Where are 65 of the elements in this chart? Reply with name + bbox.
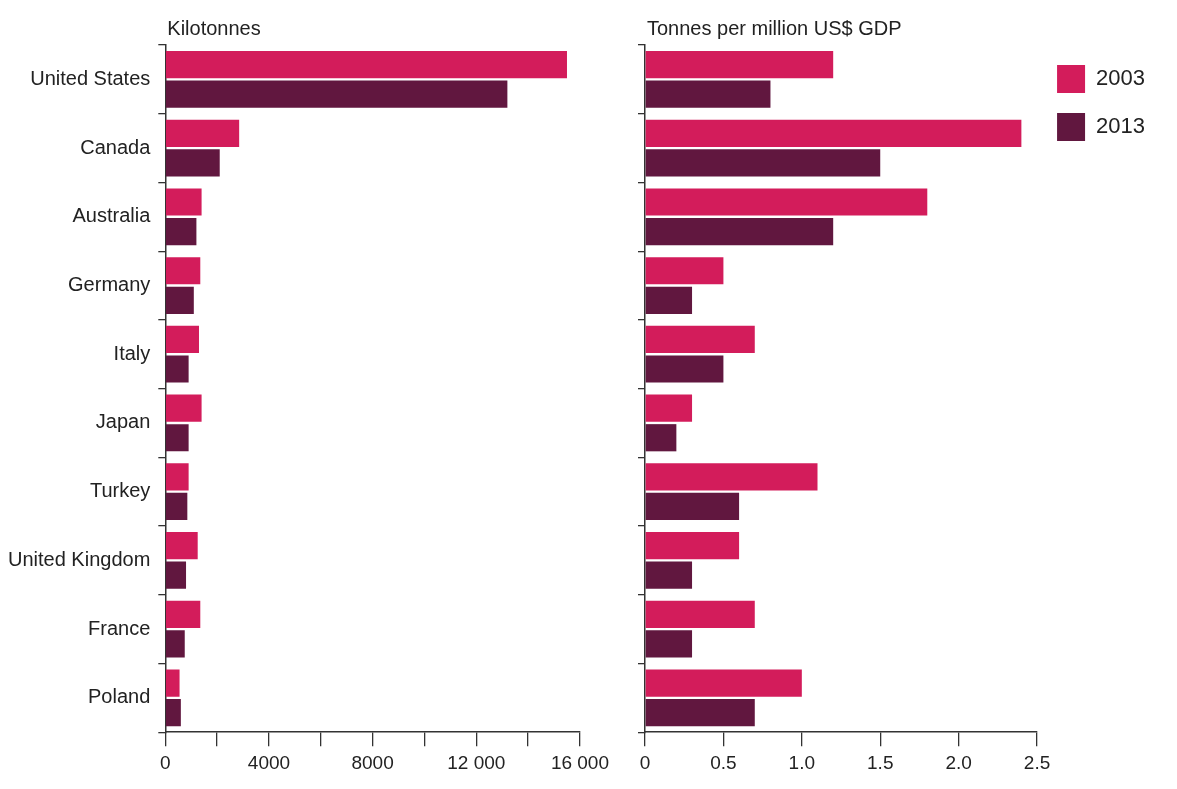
x-tick-label: 1.0 [788, 751, 816, 773]
bar [165, 217, 197, 246]
bar [165, 188, 202, 216]
bar [645, 532, 740, 560]
bar [165, 355, 189, 383]
y-tick-label: Japan [95, 410, 151, 433]
bar [645, 149, 881, 177]
bar [645, 50, 834, 79]
bar [165, 286, 194, 314]
chart-title: Kilotonnes [167, 16, 261, 39]
x-tick-label: 2.5 [1023, 751, 1051, 773]
y-tick-label: Italy [113, 341, 151, 364]
bar [165, 80, 508, 108]
x-tick-label: 0 [160, 751, 171, 773]
y-tick-label: Turkey [89, 479, 151, 502]
legend-label: 2003 [1096, 65, 1146, 91]
x-tick-label: 0 [639, 751, 651, 773]
bar [645, 699, 755, 727]
bar [645, 669, 802, 697]
x-tick-label: 16 000 [550, 751, 610, 773]
bar [645, 80, 771, 108]
bar [645, 630, 693, 658]
bar [165, 699, 181, 727]
x-tick-label: 1.5 [867, 751, 894, 773]
bar [165, 424, 189, 452]
x-tick-label: 12 000 [447, 751, 506, 773]
bar [645, 492, 740, 521]
bar [645, 600, 755, 628]
bar [165, 561, 187, 589]
bar [165, 257, 201, 285]
bar [645, 561, 693, 589]
bar [165, 463, 189, 491]
y-tick-label: United Kingdom [7, 547, 151, 570]
x-tick-label: 0.5 [710, 751, 737, 773]
legend-label: 2013 [1096, 113, 1146, 139]
bar [645, 325, 755, 354]
y-tick-label: Australia [72, 204, 152, 227]
bar [165, 50, 567, 79]
bar [165, 149, 220, 177]
bar [645, 217, 834, 246]
x-tick-label: 4000 [247, 751, 291, 773]
bar [645, 286, 693, 314]
y-tick-label: United States [30, 66, 151, 89]
bar [645, 188, 928, 216]
bar [165, 492, 188, 521]
y-tick-label: France [88, 616, 151, 639]
y-tick-label: Germany [68, 273, 151, 296]
bar [645, 257, 724, 285]
y-tick-label: Canada [80, 135, 152, 158]
bar [165, 532, 198, 560]
bar [165, 600, 201, 628]
bar [165, 630, 185, 658]
bar [165, 119, 240, 147]
x-tick-label: 2.0 [945, 751, 972, 773]
bar [165, 669, 180, 697]
bar [645, 119, 1022, 147]
x-tick-label: 8000 [351, 751, 394, 773]
bar [645, 394, 693, 422]
chart-title: Tonnes per million US$ GDP [647, 16, 902, 39]
bar [645, 355, 724, 383]
bar [645, 463, 818, 491]
bar [165, 394, 202, 422]
y-tick-label: Poland [88, 685, 151, 708]
bar [645, 424, 677, 452]
bar [165, 325, 199, 354]
